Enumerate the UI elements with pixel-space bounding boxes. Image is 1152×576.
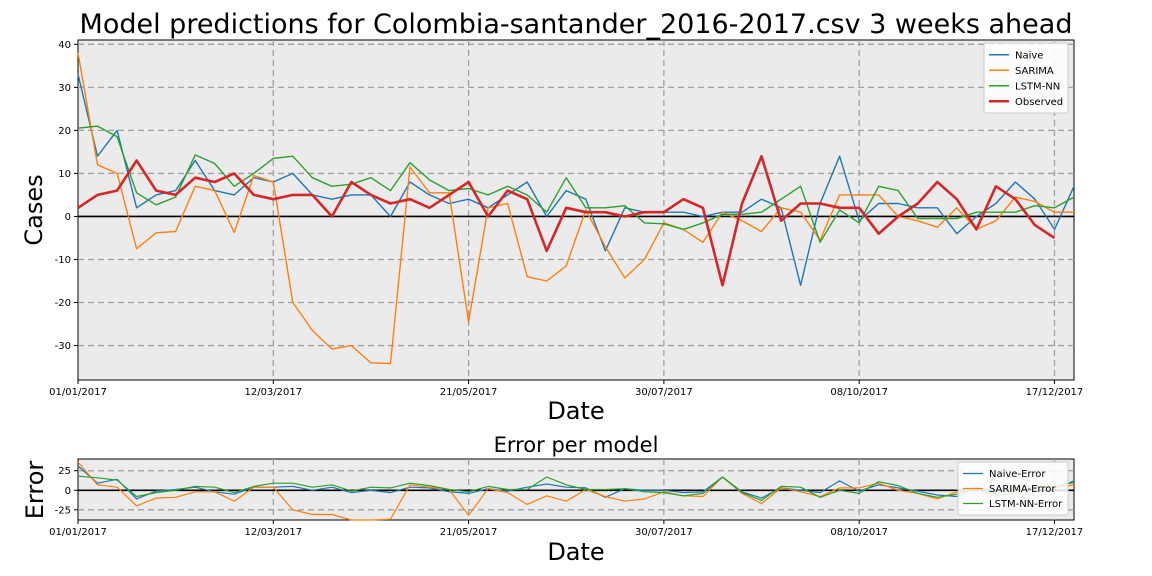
x-tick-label: 21/05/2017: [440, 527, 498, 538]
error-x-axis-label: Date: [547, 538, 604, 566]
y-tick-label: -10: [55, 255, 71, 266]
x-tick-label: 01/01/2017: [49, 387, 107, 398]
x-tick-label: 17/12/2017: [1026, 387, 1084, 398]
error-y-axis-label: Error: [21, 461, 49, 520]
y-tick-label: -30: [55, 341, 71, 352]
x-tick-label: 30/07/2017: [635, 387, 693, 398]
y-tick-label: 0: [65, 486, 71, 497]
series-line-lstm-nn: [77, 125, 1075, 244]
legend-box: [957, 461, 1069, 516]
x-tick-label: 30/07/2017: [635, 527, 693, 538]
legend-label: LSTM-NN: [1015, 81, 1060, 92]
main-y-axis-label: Cases: [20, 174, 48, 245]
legend-label: Naive: [1015, 50, 1043, 61]
x-tick-label: 12/03/2017: [244, 387, 302, 398]
main-x-axis-label: Date: [547, 397, 604, 425]
x-tick-label: 08/10/2017: [830, 527, 888, 538]
legend-label: SARIMA: [1015, 66, 1054, 77]
y-tick-label: 20: [58, 126, 71, 137]
legend-label: Observed: [1015, 97, 1063, 108]
x-tick-label: 08/10/2017: [830, 387, 888, 398]
error-legend: Naive-Error SARIMA-Error LSTM-NN-Error: [957, 461, 1069, 516]
x-tick-label: 21/05/2017: [440, 387, 498, 398]
y-tick-label: -20: [55, 298, 71, 309]
main-chart-title: Model predictions for Colombia-santander…: [80, 9, 1073, 40]
y-tick-label: 30: [58, 83, 71, 94]
y-tick-label: 0: [65, 212, 71, 223]
x-tick-label: 01/01/2017: [49, 527, 107, 538]
series-line-lstm-nn-error: [77, 475, 1075, 501]
y-tick-label: 10: [58, 169, 71, 180]
main-legend: Naive SARIMA LSTM-NN Observed: [983, 42, 1069, 114]
legend-label: SARIMA-Error: [989, 484, 1056, 495]
y-tick-label: -25: [55, 505, 71, 516]
y-tick-label: 25: [58, 466, 71, 477]
x-tick-label: 12/03/2017: [244, 527, 302, 538]
legend-label: LSTM-NN-Error: [989, 499, 1063, 510]
y-tick-label: 40: [58, 40, 71, 51]
series-line-sarima-error: [77, 461, 1075, 521]
legend-label: Naive-Error: [989, 469, 1046, 480]
series-line-observed: [77, 154, 1056, 287]
error-chart-title: Error per model: [494, 433, 659, 457]
x-tick-label: 17/12/2017: [1026, 527, 1084, 538]
legend-box: [983, 42, 1069, 114]
series-line-sarima: [77, 52, 1074, 365]
